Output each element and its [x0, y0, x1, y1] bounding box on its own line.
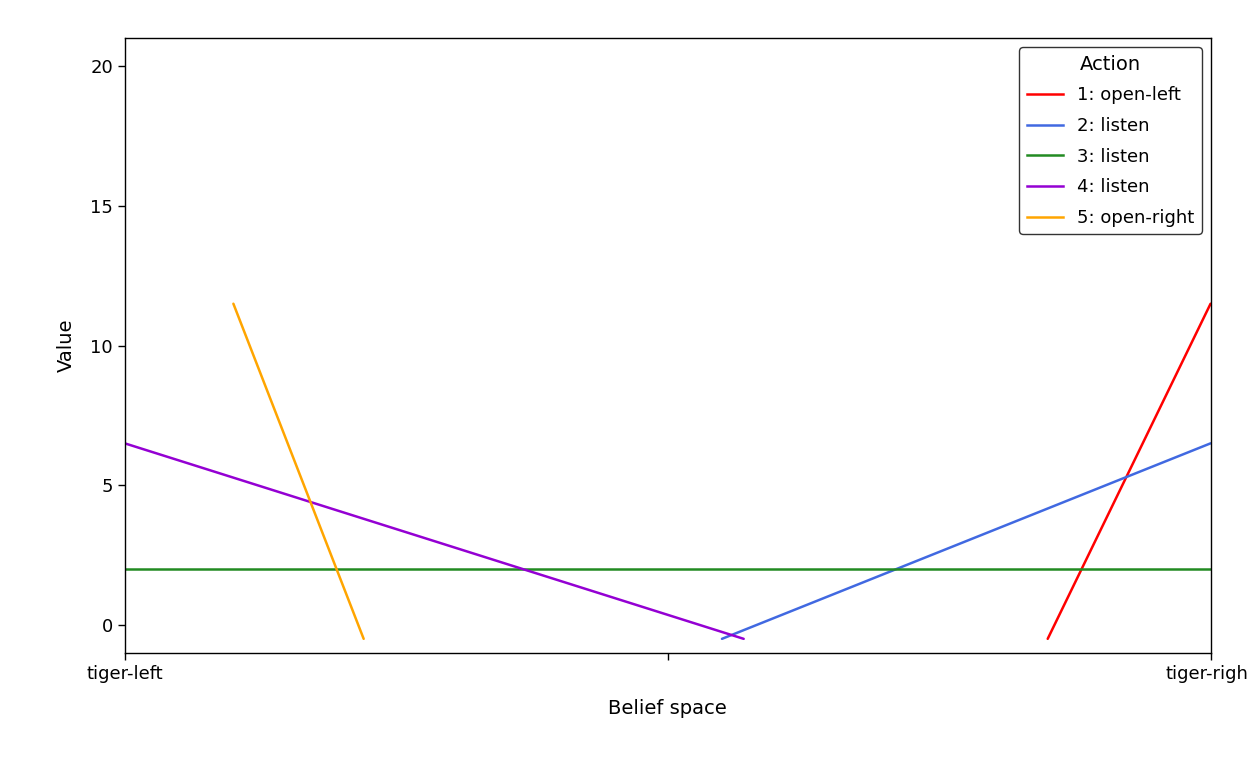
Y-axis label: Value: Value — [57, 319, 76, 372]
Line: 2: listen: 2: listen — [721, 443, 1211, 639]
Legend: 1: open-left, 2: listen, 3: listen, 4: listen, 5: open-right: 1: open-left, 2: listen, 3: listen, 4: l… — [1020, 48, 1202, 234]
1: open-left: (1, 11.5): open-left: (1, 11.5) — [1203, 299, 1218, 308]
Line: 1: open-left: 1: open-left — [1047, 303, 1211, 639]
Line: 4: listen: 4: listen — [125, 443, 744, 639]
2: listen: (1, 6.5): listen: (1, 6.5) — [1203, 439, 1218, 448]
5: open-right: (0.22, -0.5): open-right: (0.22, -0.5) — [356, 634, 371, 644]
4: listen: (0, 6.5): listen: (0, 6.5) — [117, 439, 132, 448]
2: listen: (0.55, -0.5): listen: (0.55, -0.5) — [714, 634, 729, 644]
Line: 5: open-right: 5: open-right — [233, 303, 363, 639]
X-axis label: Belief space: Belief space — [608, 700, 728, 718]
5: open-right: (0.1, 11.5): open-right: (0.1, 11.5) — [226, 299, 241, 308]
1: open-left: (0.85, -0.5): open-left: (0.85, -0.5) — [1040, 634, 1055, 644]
4: listen: (0.57, -0.5): listen: (0.57, -0.5) — [736, 634, 751, 644]
